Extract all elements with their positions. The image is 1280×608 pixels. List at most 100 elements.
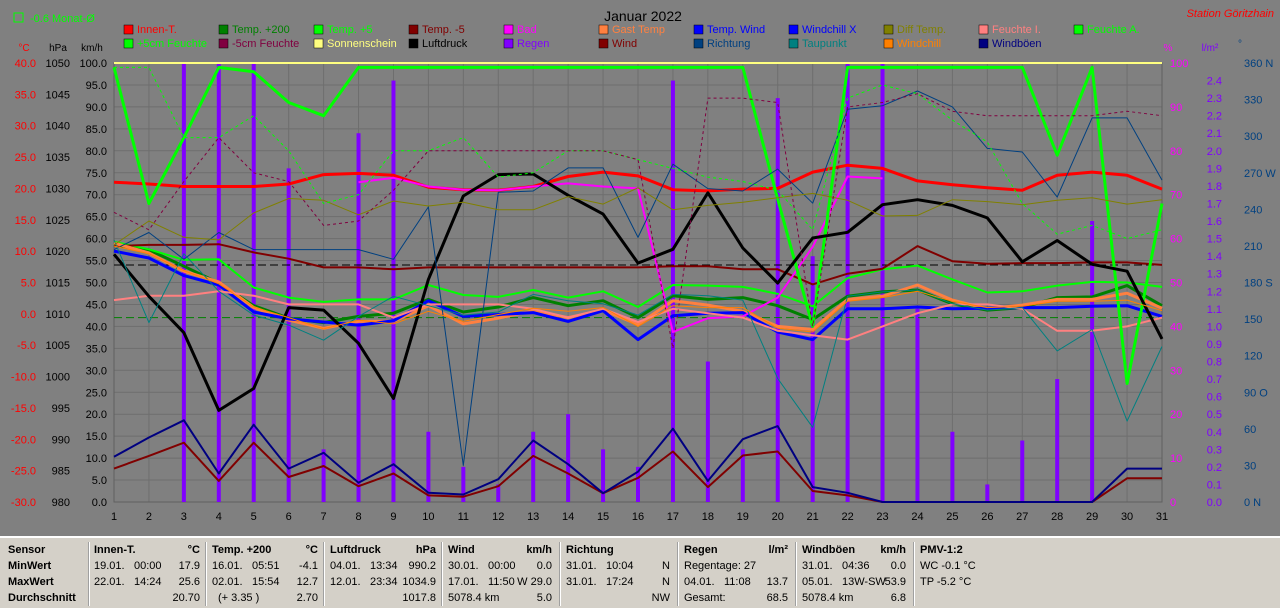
x-tick-label: 23 — [876, 511, 888, 523]
stats-luftdruck-min-date: 04.01. — [330, 560, 361, 572]
rain-bar — [181, 63, 186, 502]
series-line — [114, 66, 1163, 240]
rain-bar — [810, 256, 815, 502]
temp-tick-label: -20.0 — [11, 434, 36, 446]
x-tick-label: 19 — [737, 511, 749, 523]
stats-temp200-min-time: 05:51 — [252, 560, 280, 572]
stats-temp200-min-value: -4.1 — [299, 560, 318, 572]
stats-windboeen-min-time: 04:36 — [842, 560, 870, 572]
wind-tick-label: 35.0 — [86, 343, 107, 355]
pressure-tick-label: 990 — [52, 434, 70, 446]
rain-bar — [950, 431, 955, 502]
x-tick-label: 30 — [1121, 511, 1133, 523]
rain-bar — [636, 466, 640, 502]
stats-regen-max-value: 13.7 — [766, 576, 788, 588]
rain-bar — [1020, 440, 1025, 502]
wind-tick-label: 80.0 — [86, 146, 107, 158]
stats-wind-min-date: 30.01. — [448, 560, 479, 572]
series-line — [113, 239, 1163, 428]
stats-richtung-max-value: N — [662, 576, 670, 588]
temp-tick-label: -10.0 — [11, 372, 36, 384]
stats-richtung-min-date: 31.01. — [566, 560, 597, 572]
direction-tick-label: 180 S — [1244, 278, 1273, 290]
legend-label: Windböen — [992, 38, 1042, 50]
x-tick-label: 16 — [632, 511, 644, 523]
temp-tick-label: 35.0 — [15, 89, 36, 101]
stats-richtung-title: Richtung — [566, 544, 614, 556]
stats-windboeen-avg: 6.8 — [890, 592, 906, 604]
rain-bar — [775, 98, 780, 503]
humidity-tick-label: 60 — [1170, 234, 1182, 246]
x-tick-label: 4 — [216, 511, 222, 523]
wind-tick-label: 40.0 — [86, 321, 107, 333]
x-tick-label: 18 — [702, 511, 714, 523]
temp-tick-label: 40.0 — [15, 58, 36, 70]
stats-wind-unit: km/h — [526, 544, 552, 556]
rain-tick-label: 0.7 — [1207, 374, 1222, 386]
rain-bar — [251, 63, 256, 502]
stats-sensor-title: Sensor — [8, 544, 46, 556]
stats-max-label: MaxWert — [8, 576, 54, 588]
rain-bar — [1055, 379, 1060, 502]
humidity-tick-label: 70 — [1170, 190, 1182, 202]
legend-swatch — [788, 24, 799, 35]
pressure-tick-label: 1050 — [46, 58, 70, 70]
series-line — [113, 163, 1163, 193]
legend-label: Diff Temp. — [897, 24, 946, 36]
wind-tick-label: 75.0 — [86, 168, 107, 180]
rain-bar — [461, 466, 466, 502]
stats-innen-max-value: 25.6 — [178, 576, 200, 588]
rain-bar — [985, 484, 990, 502]
legend-swatch — [693, 38, 704, 49]
legend-swatch — [978, 38, 989, 49]
stats-wind-distance: 5078.4 km — [448, 592, 500, 604]
legend-swatch — [788, 38, 799, 49]
legend-swatch — [883, 38, 894, 49]
temp-axis-unit: °C — [18, 43, 29, 54]
direction-tick-label: 90 O — [1244, 387, 1268, 399]
rain-bar — [496, 484, 501, 502]
stats-temp200-max-date: 02.01. — [212, 576, 243, 588]
stats-innen-avg: 20.70 — [172, 592, 200, 604]
wind-tick-label: 95.0 — [86, 80, 107, 92]
month-avg-icon — [13, 12, 24, 23]
rain-tick-label: 0.3 — [1207, 444, 1222, 456]
temp-tick-label: 15.0 — [15, 215, 36, 227]
pressure-tick-label: 1015 — [46, 278, 70, 290]
x-tick-label: 6 — [286, 511, 292, 523]
x-tick-label: 12 — [492, 511, 504, 523]
rain-tick-label: 0.2 — [1207, 462, 1222, 474]
x-tick-label: 21 — [807, 511, 819, 523]
direction-tick-label: 270 W — [1244, 168, 1276, 180]
series-line — [113, 187, 1163, 246]
legend-label: Regen — [517, 38, 549, 50]
direction-tick-label: 30 — [1244, 460, 1256, 472]
temp-tick-label: -25.0 — [11, 466, 36, 478]
rain-tick-label: 2.4 — [1207, 76, 1222, 88]
stats-luftdruck-unit: hPa — [415, 544, 436, 556]
temp-tick-label: -5.0 — [17, 340, 36, 352]
legend-label: Windchill — [897, 38, 941, 50]
wind-tick-label: 55.0 — [86, 256, 107, 268]
temp-tick-label: -30.0 — [11, 497, 36, 509]
x-tick-label: 20 — [772, 511, 784, 523]
rain-tick-label: 1.4 — [1207, 251, 1222, 263]
series-line — [113, 249, 1163, 342]
wind-axis-unit: km/h — [81, 43, 103, 54]
direction-tick-label: 360 N — [1244, 58, 1273, 70]
stats-wind-avg: 5.0 — [536, 592, 552, 604]
stats-pmv-column: PMV-1:2 WC -0.1 °C TP -5.2 °C — [920, 542, 1010, 606]
stats-wind-min-value: 0.0 — [536, 560, 552, 572]
legend-label: Gast Temp — [612, 24, 665, 36]
direction-tick-label: 0 N — [1244, 497, 1261, 509]
stats-innen-unit: °C — [187, 544, 200, 556]
stats-luftdruck-max-value: 1034.9 — [402, 576, 436, 588]
rain-bar — [391, 80, 396, 502]
humidity-tick-label: 0 — [1170, 497, 1176, 509]
stats-regen-title: Regen — [684, 544, 718, 556]
legend-swatch — [1073, 24, 1084, 35]
stats-innen-max-time: 14:24 — [134, 576, 162, 588]
rain-axis-unit: l/m² — [1202, 43, 1219, 54]
x-tick-label: 10 — [422, 511, 434, 523]
stats-innen-min-time: 00:00 — [134, 560, 162, 572]
